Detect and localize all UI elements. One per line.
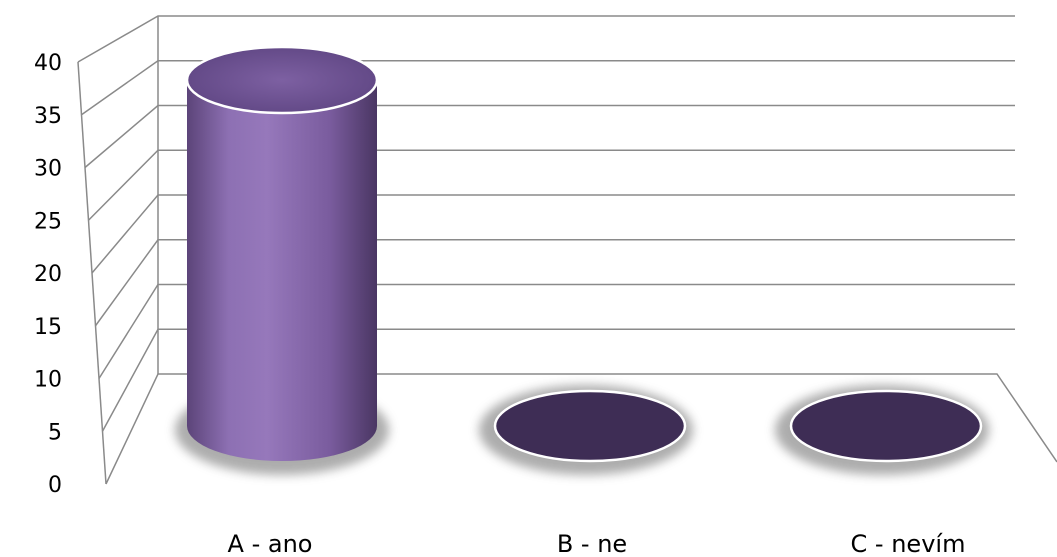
gridline [81,60,1015,116]
y-tick-label: 25 [34,209,62,234]
bar-body [187,80,377,461]
gridline [94,239,1015,327]
gridline [87,149,1015,221]
y-tick-label: 40 [34,51,62,76]
gridline [84,104,1015,169]
x-category-label: A - ano [228,530,313,557]
y-tick-label: 0 [48,473,62,498]
bar-base [789,389,983,463]
bars [175,45,989,475]
x-axis-labels: A - ano B - ne C - nevím [228,530,966,557]
floor-outline [105,373,1057,485]
bar-base [493,389,687,463]
y-tick-label: 5 [48,420,62,445]
bar [175,45,389,475]
gridline [91,194,1015,274]
bar [479,385,693,475]
y-tick-label: 15 [34,315,62,340]
gridlines [77,15,1015,432]
gridline [98,283,1015,379]
y-tick-label: 30 [34,157,62,182]
y-tick-label: 10 [34,368,62,393]
bar [775,385,989,475]
x-category-label: C - nevím [851,530,966,557]
bar-top [185,45,379,115]
gridline [77,15,1015,63]
y-axis-ticks: 0 5 10 15 20 25 30 35 40 [34,51,62,498]
y-tick-label: 20 [34,262,62,287]
gridline [101,328,1015,432]
y-tick-label: 35 [34,104,62,129]
x-category-label: B - ne [557,530,627,557]
